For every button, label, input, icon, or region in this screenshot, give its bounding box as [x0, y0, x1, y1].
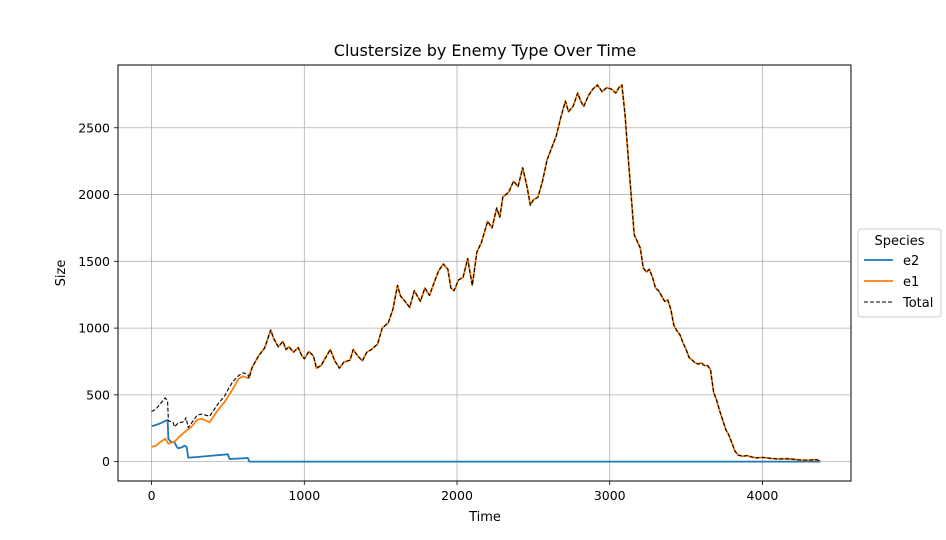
legend-label-e1: e1 — [903, 275, 919, 290]
x-tick-label: 2000 — [441, 488, 473, 503]
y-tick-label: 0 — [102, 454, 110, 469]
y-tick-label: 2500 — [78, 120, 110, 135]
legend-label-total: Total — [902, 296, 933, 311]
legend: Species e2 e1 Total — [857, 228, 942, 318]
legend-title: Species — [874, 234, 924, 249]
y-tick-label: 1500 — [78, 254, 110, 269]
legend-label-e2: e2 — [903, 254, 919, 269]
y-axis-label: Size — [54, 260, 69, 287]
x-tick-label: 3000 — [594, 488, 626, 503]
y-tick-label: 1000 — [78, 321, 110, 336]
y-tick-label: 500 — [86, 387, 110, 402]
x-axis-label: Time — [468, 510, 501, 525]
series-line-e2 — [151, 419, 821, 463]
plot-frame — [117, 64, 852, 482]
x-tick-label: 4000 — [747, 488, 779, 503]
x-tick-label: 1000 — [288, 488, 320, 503]
chart-title: Clustersize by Enemy Type Over Time — [334, 41, 636, 60]
y-tick-label: 2000 — [78, 187, 110, 202]
x-tick-label: 0 — [148, 488, 156, 503]
series-line-total — [151, 84, 821, 462]
